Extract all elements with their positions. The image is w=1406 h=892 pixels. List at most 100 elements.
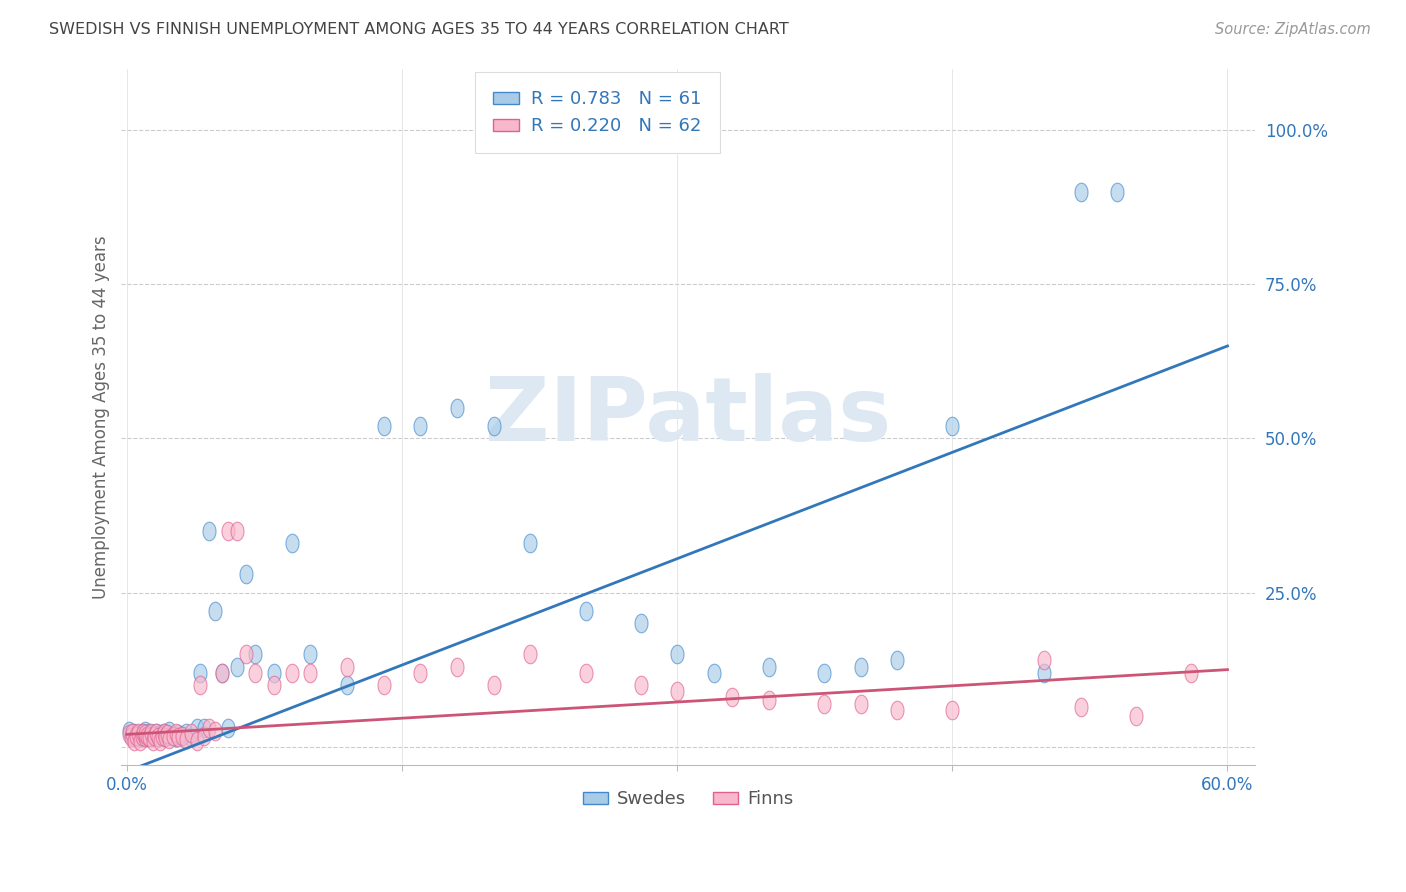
Point	[373, 419, 395, 434]
Point	[519, 647, 541, 661]
Point	[138, 726, 160, 740]
Point	[118, 724, 141, 739]
Point	[446, 659, 468, 673]
Point	[281, 665, 304, 680]
Point	[180, 726, 202, 740]
Point	[193, 721, 215, 735]
Point	[721, 690, 744, 705]
Point	[941, 703, 963, 717]
Point	[245, 647, 267, 661]
Point	[142, 733, 165, 747]
Point	[211, 665, 233, 680]
Point	[120, 731, 142, 745]
Point	[198, 721, 221, 735]
Point	[143, 729, 166, 743]
Point	[136, 729, 159, 743]
Point	[136, 729, 159, 743]
Point	[143, 729, 166, 743]
Point	[188, 665, 211, 680]
Point	[139, 731, 162, 745]
Text: SWEDISH VS FINNISH UNEMPLOYMENT AMONG AGES 35 TO 44 YEARS CORRELATION CHART: SWEDISH VS FINNISH UNEMPLOYMENT AMONG AG…	[49, 22, 789, 37]
Point	[121, 729, 143, 743]
Point	[630, 678, 652, 692]
Point	[150, 729, 173, 743]
Point	[157, 732, 180, 747]
Point	[630, 616, 652, 631]
Point	[849, 697, 872, 711]
Point	[155, 731, 177, 745]
Point	[118, 727, 141, 741]
Point	[1107, 185, 1129, 199]
Point	[170, 729, 193, 743]
Point	[180, 731, 202, 745]
Point	[139, 726, 162, 740]
Point	[235, 567, 257, 582]
Point	[1070, 185, 1092, 199]
Point	[211, 665, 233, 680]
Point	[1180, 665, 1202, 680]
Point	[155, 731, 177, 745]
Point	[166, 726, 188, 740]
Text: Source: ZipAtlas.com: Source: ZipAtlas.com	[1215, 22, 1371, 37]
Point	[336, 659, 359, 673]
Point	[263, 678, 285, 692]
Point	[131, 729, 153, 743]
Point	[142, 727, 165, 741]
Point	[217, 721, 239, 735]
Point	[162, 729, 184, 743]
Point	[281, 536, 304, 550]
Point	[758, 693, 780, 707]
Point	[146, 731, 169, 745]
Point	[482, 419, 505, 434]
Point	[409, 665, 432, 680]
Point	[138, 731, 160, 745]
Point	[226, 659, 249, 673]
Point	[167, 727, 190, 741]
Point	[263, 665, 285, 680]
Point	[146, 731, 169, 745]
Text: ZIPatlas: ZIPatlas	[485, 374, 891, 460]
Point	[299, 647, 322, 661]
Point	[124, 726, 146, 740]
Point	[519, 536, 541, 550]
Point	[849, 659, 872, 673]
Point	[1033, 653, 1056, 667]
Point	[217, 524, 239, 538]
Point	[127, 727, 149, 741]
Point	[813, 697, 835, 711]
Point	[198, 524, 221, 538]
Point	[574, 665, 596, 680]
Point	[666, 684, 689, 698]
Point	[1125, 709, 1147, 723]
Point	[174, 732, 197, 747]
Point	[134, 731, 156, 745]
Point	[131, 726, 153, 740]
Point	[120, 727, 142, 741]
Point	[245, 665, 267, 680]
Point	[156, 727, 179, 741]
Point	[813, 665, 835, 680]
Point	[167, 731, 190, 745]
Point	[666, 647, 689, 661]
Point	[152, 726, 174, 740]
Point	[886, 703, 908, 717]
Point	[186, 721, 208, 735]
Point	[132, 726, 155, 740]
Point	[134, 727, 156, 741]
Point	[132, 731, 155, 745]
Point	[145, 726, 167, 740]
Point	[134, 724, 156, 739]
Point	[336, 678, 359, 692]
Point	[134, 727, 156, 741]
Point	[125, 729, 148, 743]
Point	[235, 647, 257, 661]
Y-axis label: Unemployment Among Ages 35 to 44 years: Unemployment Among Ages 35 to 44 years	[93, 235, 110, 599]
Point	[1070, 699, 1092, 714]
Point	[121, 726, 143, 740]
Point	[170, 729, 193, 743]
Point	[128, 733, 150, 747]
Point	[193, 729, 215, 743]
Point	[152, 726, 174, 740]
Point	[150, 729, 173, 743]
Point	[145, 726, 167, 740]
